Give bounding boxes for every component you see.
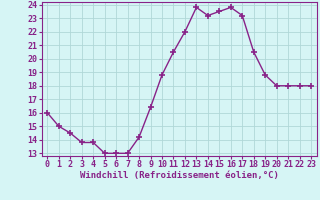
- X-axis label: Windchill (Refroidissement éolien,°C): Windchill (Refroidissement éolien,°C): [80, 171, 279, 180]
